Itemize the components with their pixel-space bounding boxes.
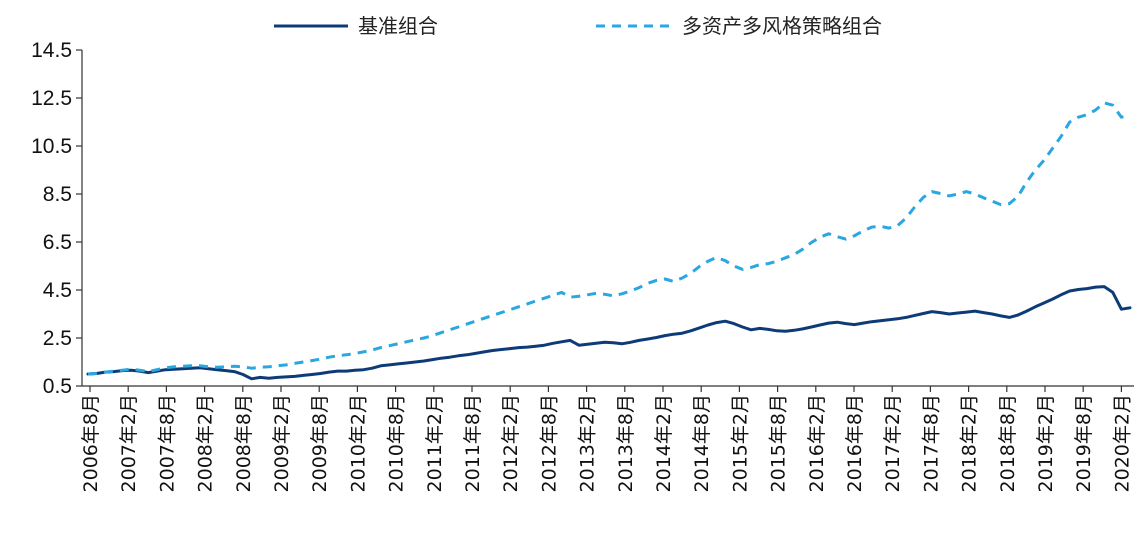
x-tick-label: 2013年2月 <box>577 394 599 492</box>
y-tick-label: 8.5 <box>43 183 72 206</box>
x-tick-label: 2011年2月 <box>424 394 446 492</box>
y-tick-label: 10.5 <box>31 135 72 158</box>
legend: 基准组合 多资产多风格策略组合 <box>274 14 882 38</box>
x-tick-label: 2019年2月 <box>1035 394 1057 492</box>
x-tick-label: 2018年8月 <box>997 394 1019 492</box>
x-tick-label: 2008年2月 <box>195 394 217 492</box>
x-tick-label: 2016年8月 <box>844 394 866 492</box>
y-tick-label: 12.5 <box>31 87 72 110</box>
y-axis: 14.5 12.5 10.5 8.5 6.5 4.5 2.5 0.5 <box>31 39 83 398</box>
x-tick-label: 2010年8月 <box>386 394 408 492</box>
x-tick-label: 2013年8月 <box>615 394 637 492</box>
x-tick-label: 2015年2月 <box>729 394 751 492</box>
x-tick-label: 2015年8月 <box>768 394 790 492</box>
x-tick-label: 2016年2月 <box>806 394 828 492</box>
legend-item-strategy: 多资产多风格策略组合 <box>596 14 882 38</box>
x-axis: 2006年8月 2007年2月 2007年8月 2008年2月 2008年8月 2009年… <box>80 385 1134 492</box>
series-line-strategy <box>87 101 1131 376</box>
x-tick-label: 2009年2月 <box>271 394 293 492</box>
x-tick-label: 2018年2月 <box>959 394 981 492</box>
x-tick-label: 2014年8月 <box>691 394 713 492</box>
plot-area <box>86 101 1132 381</box>
x-tick-label: 2007年8月 <box>156 394 178 492</box>
y-tick-label: 2.5 <box>43 327 72 350</box>
x-tick-label: 2011年8月 <box>462 394 484 492</box>
legend-label-strategy: 多资产多风格策略组合 <box>682 14 882 38</box>
x-tick-label: 2007年2月 <box>118 394 140 492</box>
legend-item-benchmark: 基准组合 <box>274 14 438 38</box>
x-tick-label: 2010年2月 <box>347 394 369 492</box>
y-tick-label: 6.5 <box>43 231 72 254</box>
x-tick-label: 2006年8月 <box>80 394 102 492</box>
x-tick-label: 2014年2月 <box>653 394 675 492</box>
x-tick-label: 2017年8月 <box>920 394 942 492</box>
x-tick-label: 2020年2月 <box>1111 394 1133 492</box>
x-tick-label: 2009年8月 <box>309 394 331 492</box>
series-line-benchmark <box>86 285 1132 381</box>
x-tick-label: 2008年8月 <box>233 394 255 492</box>
y-tick-label: 4.5 <box>43 279 72 302</box>
x-tick-label: 2019年8月 <box>1073 394 1095 492</box>
y-tick-label: 0.5 <box>43 375 72 398</box>
x-tick-label: 2012年2月 <box>500 394 522 492</box>
x-tick-label: 2012年8月 <box>538 394 560 492</box>
y-tick-label: 14.5 <box>31 39 72 62</box>
x-tick-label: 2017年2月 <box>882 394 904 492</box>
legend-label-benchmark: 基准组合 <box>358 14 438 38</box>
